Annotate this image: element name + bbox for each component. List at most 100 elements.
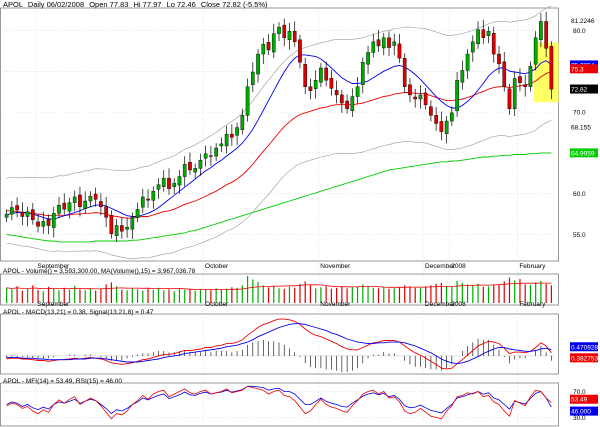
- candlesticks: [4, 11, 554, 242]
- volume-bar: [105, 284, 107, 303]
- candle-body: [177, 176, 182, 186]
- candle-body: [308, 86, 313, 92]
- price-tag-box: [570, 15, 598, 25]
- price-tag-box: [570, 148, 598, 158]
- price-tag-label: 75.3: [571, 66, 584, 73]
- volume-bar: [241, 285, 243, 303]
- macd-frame: [0, 313, 559, 375]
- volume-bar: [367, 286, 369, 303]
- volume-bar: [487, 286, 490, 303]
- ma-green-line: [6, 152, 552, 243]
- volume-bar: [178, 288, 181, 303]
- candle-body: [151, 191, 156, 201]
- volume-bar: [456, 280, 458, 303]
- candle-body: [156, 184, 161, 190]
- volume-bar: [309, 285, 312, 303]
- volume-bar: [116, 286, 118, 303]
- candle-body: [130, 217, 135, 230]
- volume-bar: [126, 290, 128, 303]
- candle-body: [481, 29, 486, 38]
- volume-bar: [330, 288, 332, 303]
- candle-body: [104, 206, 108, 218]
- candle-body: [486, 31, 491, 36]
- volume-bar: [414, 287, 416, 303]
- volume-bar: [503, 281, 505, 303]
- volume-bar: [215, 288, 217, 303]
- volume-ma-line: [6, 282, 552, 291]
- candle-body: [429, 106, 433, 116]
- volume-bar: [168, 289, 170, 303]
- volume-bar: [189, 288, 191, 303]
- price-tag-label: 72.82: [571, 87, 588, 94]
- candle-body: [99, 201, 103, 207]
- month-label: February: [519, 301, 546, 308]
- candle-body: [57, 204, 61, 214]
- ma-red-line: [6, 70, 552, 219]
- price-tag-label: 64.9959: [571, 150, 595, 157]
- volume-bar: [267, 287, 270, 303]
- volume-bar: [288, 286, 291, 303]
- candle-body: [539, 21, 543, 40]
- volume-bar: [377, 288, 380, 303]
- volume-bar: [11, 289, 13, 303]
- volume-bar: [58, 290, 60, 303]
- volume-bar: [383, 286, 385, 303]
- candle-body: [182, 164, 187, 177]
- volume-bar: [283, 288, 285, 303]
- volume-bar: [173, 291, 175, 303]
- volume-bar: [163, 290, 165, 303]
- candle-body: [371, 41, 376, 53]
- volume-bar: [440, 282, 442, 303]
- candle-body: [172, 182, 177, 187]
- volume-bar: [68, 289, 71, 303]
- volume-bar: [157, 287, 160, 303]
- volume-bar: [21, 290, 23, 303]
- candle-body: [350, 96, 355, 112]
- candle-body: [303, 64, 308, 87]
- volume-bar: [273, 286, 275, 303]
- price-tag-box: [570, 64, 598, 74]
- candle-body: [193, 168, 198, 173]
- candle-body: [62, 202, 67, 210]
- month-label: December: [425, 301, 456, 308]
- month-label: 2008: [451, 263, 466, 270]
- indicator-lines: [6, 318, 552, 420]
- volume-bar: [32, 285, 34, 303]
- candle-body: [392, 41, 397, 46]
- candle-body: [313, 80, 318, 89]
- volume-bar: [529, 284, 532, 303]
- candle-body: [15, 205, 19, 211]
- volume-bar: [466, 284, 469, 303]
- candle-body: [235, 127, 239, 136]
- candle-body: [83, 200, 88, 209]
- volume-bar: [95, 290, 97, 303]
- candle-body: [46, 219, 51, 226]
- price-tick-label: 60.0: [573, 191, 586, 198]
- volume-bar: [451, 286, 453, 303]
- candle-body: [135, 208, 140, 218]
- candle-body: [455, 80, 459, 112]
- candle-body: [209, 155, 213, 157]
- candle-body: [470, 41, 475, 53]
- volume-bar: [257, 281, 259, 303]
- candle-body: [72, 196, 77, 203]
- volume-bar: [393, 288, 395, 303]
- macd-tag-label: 0.470928: [571, 344, 598, 351]
- volume-bar: [84, 290, 86, 303]
- candle-body: [329, 77, 334, 89]
- osc-tag-box: [570, 394, 598, 404]
- candle-body: [544, 21, 548, 49]
- price-frame: [0, 7, 559, 262]
- volume-bar: [210, 290, 212, 303]
- month-label: September: [37, 263, 70, 270]
- ma-blue-line: [6, 54, 552, 220]
- candle-body: [271, 33, 276, 53]
- volume-bar: [461, 282, 463, 303]
- price-tag-box: [570, 84, 598, 94]
- volume-title: APOL - Volume() = 3,593,300.00, MA(Volum…: [3, 268, 196, 275]
- osc-tag-box: [570, 406, 598, 416]
- candle-body: [450, 112, 454, 122]
- osc-tag-label: 53.49: [571, 397, 588, 404]
- price-tick-label: 55.0: [573, 232, 586, 239]
